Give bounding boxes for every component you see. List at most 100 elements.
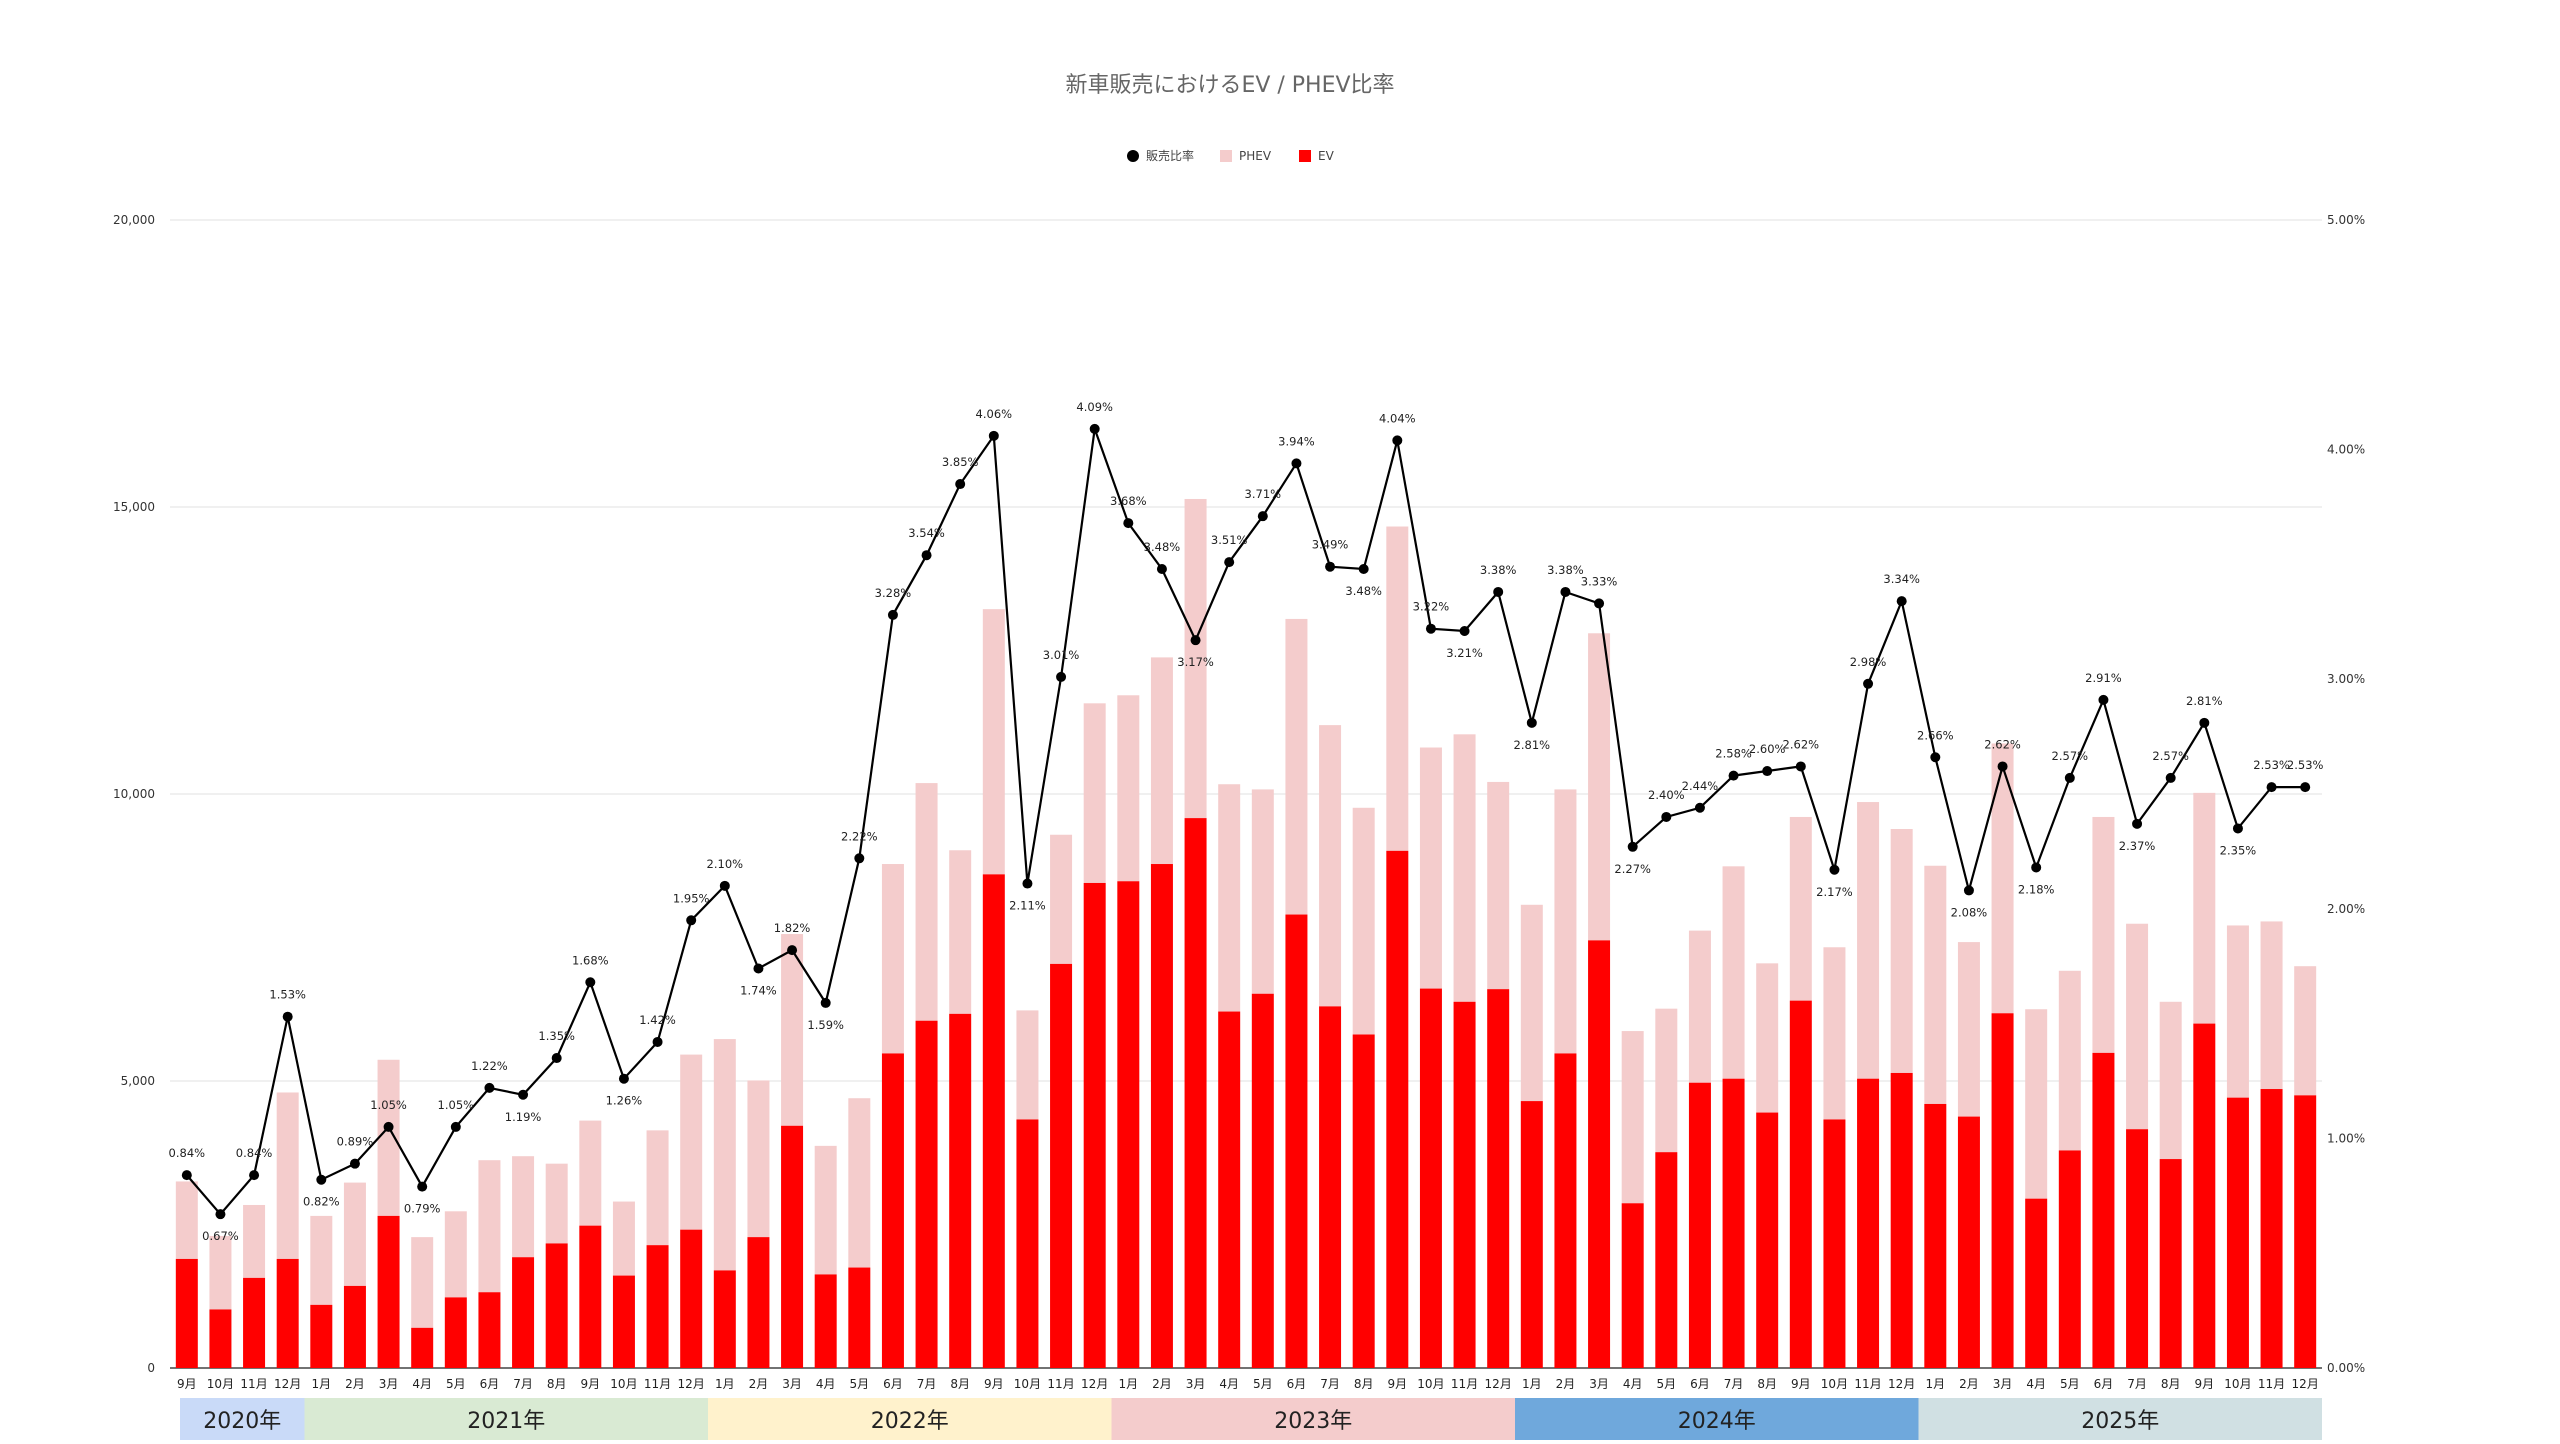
ratio-data-label: 0.84%: [236, 1146, 273, 1160]
ratio-data-label: 1.05%: [370, 1098, 407, 1112]
x-tick-label: 1月: [1925, 1377, 1945, 1391]
ratio-data-label: 3.54%: [908, 526, 945, 540]
x-tick-label: 4月: [2026, 1377, 2046, 1391]
ratio-point: [518, 1089, 529, 1100]
phev-bar: [2092, 816, 2115, 1053]
x-tick-label: 11月: [2258, 1377, 2285, 1391]
phev-bar: [1285, 618, 1308, 915]
ratio-point: [1762, 766, 1773, 777]
ratio-point: [1022, 878, 1033, 889]
year-band-segment: [1111, 1398, 1515, 1442]
x-tick-label: 2月: [749, 1377, 769, 1391]
ratio-data-label: 2.62%: [1984, 737, 2021, 751]
ratio-data-label: 3.28%: [875, 586, 912, 600]
phev-bar: [579, 1120, 602, 1226]
phev-bar: [814, 1145, 837, 1275]
ratio-point: [652, 1036, 663, 1047]
x-tick-label: 4月: [1623, 1377, 1643, 1391]
x-tick-label: 7月: [2127, 1377, 2147, 1391]
ev-bar: [881, 1053, 904, 1368]
x-tick-label: 4月: [1219, 1377, 1239, 1391]
ratio-point: [1291, 458, 1302, 469]
ev-bar: [2126, 1129, 2149, 1368]
phev-bar: [1655, 1008, 1678, 1153]
bars: [175, 498, 2317, 1368]
y-left-tick-label: 5,000: [121, 1074, 155, 1088]
phev-bar: [478, 1160, 501, 1293]
ratio-data-label: 2.58%: [1715, 747, 1752, 761]
ev-bar: [1991, 1013, 2014, 1368]
ratio-point: [2232, 823, 2243, 834]
year-band-segment: [1918, 1398, 2322, 1442]
ratio-point: [1560, 586, 1571, 597]
ev-bar: [1957, 1116, 1980, 1368]
ratio-point: [1594, 598, 1605, 609]
x-tick-label: 8月: [2161, 1377, 2181, 1391]
ratio-data-label: 2.40%: [1648, 788, 1685, 802]
ev-bar: [949, 1013, 972, 1368]
ratio-point: [2165, 772, 2176, 783]
x-tick-label: 2月: [1152, 1377, 1172, 1391]
ev-bar: [1352, 1034, 1375, 1368]
phev-bar: [982, 609, 1005, 875]
phev-bar: [2159, 1001, 2182, 1160]
year-band-segment: [708, 1398, 1112, 1442]
phev-bar: [680, 1054, 703, 1230]
y-right-tick-label: 2.00%: [2327, 902, 2365, 916]
x-tick-label: 11月: [644, 1377, 671, 1391]
phev-bar: [1386, 526, 1409, 851]
ratio-point: [1930, 752, 1941, 763]
ratio-point: [887, 609, 898, 620]
x-tick-label: 12月: [1081, 1377, 1108, 1391]
ratio-data-label: 2.53%: [2287, 758, 2324, 772]
ev-bar: [1520, 1101, 1543, 1368]
year-label: 2020年: [203, 1409, 281, 1434]
ratio-point: [854, 853, 865, 864]
ratio-point: [1728, 770, 1739, 781]
ev-bar: [1789, 1000, 1812, 1368]
phev-bar: [1251, 789, 1274, 994]
phev-bar: [1890, 829, 1913, 1073]
ratio-point: [585, 977, 596, 988]
x-tick-label: 12月: [2292, 1377, 2319, 1391]
ev-bar: [1890, 1072, 1913, 1368]
ev-bar: [1487, 989, 1510, 1368]
y-right-tick-label: 1.00%: [2327, 1131, 2365, 1145]
ratio-point: [988, 430, 999, 441]
ev-bar: [1924, 1103, 1947, 1368]
ratio-data-label: 3.34%: [1883, 572, 1920, 586]
ratio-data-label: 1.19%: [505, 1110, 542, 1124]
ratio-data-label: 2.66%: [1917, 728, 1954, 742]
ev-bar: [377, 1215, 400, 1368]
x-tick-label: 11月: [1047, 1377, 1074, 1391]
ratio-data-label: 2.10%: [707, 857, 744, 871]
x-tick-label: 1月: [1118, 1377, 1138, 1391]
ev-bar: [2092, 1052, 2115, 1368]
phev-bar: [915, 783, 938, 1021]
phev-bar: [949, 850, 972, 1014]
ratio-data-label: 3.85%: [942, 455, 979, 469]
x-tick-label: 3月: [782, 1377, 802, 1391]
ratio-point: [1156, 563, 1167, 574]
year-label: 2025年: [2081, 1409, 2159, 1434]
ratio-point: [249, 1170, 260, 1181]
ratio-data-label: 3.22%: [1413, 600, 1450, 614]
phev-bar: [2193, 792, 2216, 1024]
ratio-data-label: 2.91%: [2085, 671, 2122, 685]
x-tick-label: 8月: [950, 1377, 970, 1391]
phev-bar: [747, 1080, 770, 1238]
ratio-data-label: 2.60%: [1749, 742, 1786, 756]
phev-bar: [1789, 816, 1812, 1001]
ratio-point: [2132, 818, 2143, 829]
phev-bar: [1688, 930, 1711, 1083]
x-tick-label: 10月: [1014, 1377, 1041, 1391]
ev-bar: [680, 1229, 703, 1368]
ev-bar: [848, 1267, 871, 1368]
ratio-point: [1459, 625, 1470, 636]
x-tick-label: 10月: [1417, 1377, 1444, 1391]
ratio-point: [1829, 864, 1840, 875]
phev-bar: [545, 1163, 568, 1244]
year-band-segment: [180, 1398, 305, 1442]
ratio-point: [484, 1082, 495, 1093]
